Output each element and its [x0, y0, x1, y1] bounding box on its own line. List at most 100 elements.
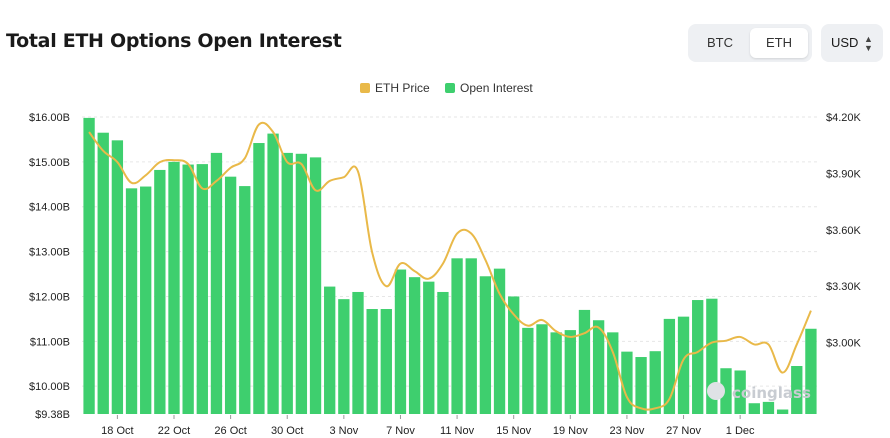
- oi-bar[interactable]: [592, 320, 605, 414]
- x-axis: 18 Oct 22 Oct 26 Oct 30 Oct 3 Nov 7 Nov 11 Nov…: [101, 415, 755, 437]
- oi-bar[interactable]: [267, 133, 279, 414]
- oi-bar[interactable]: [140, 186, 152, 414]
- oi-bar[interactable]: [550, 332, 562, 414]
- chart-legend: ETH Price Open Interest: [360, 81, 545, 95]
- oi-bar[interactable]: [692, 300, 704, 414]
- x-tick-label: 3 Nov: [329, 425, 358, 437]
- oi-bar[interactable]: [125, 188, 138, 414]
- x-tick-label: 30 Oct: [271, 425, 303, 437]
- oi-bar[interactable]: [295, 153, 308, 414]
- oi-bar[interactable]: [154, 169, 166, 414]
- oi-bar[interactable]: [239, 186, 251, 414]
- y-right-tick-label: $3.30K: [826, 281, 862, 293]
- legend-item-eth-price[interactable]: ETH Price: [360, 81, 430, 95]
- oi-bar[interactable]: [224, 176, 237, 414]
- oi-bars: [83, 117, 817, 415]
- oi-bar[interactable]: [805, 328, 817, 414]
- page-title: Total ETH Options Open Interest: [6, 30, 342, 52]
- currency-select[interactable]: USD ▲ ▼: [821, 24, 883, 62]
- legend-item-open-interest[interactable]: Open Interest: [445, 81, 533, 95]
- x-tick-label: 1 Dec: [726, 425, 755, 437]
- price-line: [88, 121, 812, 411]
- watermark-logo-icon: [707, 382, 725, 400]
- oi-bar[interactable]: [493, 268, 506, 414]
- y-left-tick-label: $10.00B: [29, 381, 70, 393]
- legend-swatch-oi: [445, 83, 456, 93]
- y-left-tick-label: $11.00B: [30, 336, 70, 348]
- oi-bar[interactable]: [706, 298, 718, 414]
- oi-bar[interactable]: [677, 316, 690, 414]
- x-tick-label: 18 Oct: [101, 425, 133, 437]
- oi-bar[interactable]: [182, 164, 194, 414]
- oi-bar[interactable]: [196, 164, 208, 414]
- x-tick-label: 7 Nov: [386, 425, 415, 437]
- x-tick-label: 11 Nov: [440, 425, 475, 437]
- x-tick-label: 26 Oct: [214, 425, 246, 437]
- oi-bar[interactable]: [635, 357, 647, 414]
- oi-bar[interactable]: [97, 132, 109, 414]
- y-right-tick-label: $3.00K: [826, 338, 862, 350]
- y-left-tick-label: $13.00B: [29, 247, 70, 259]
- oi-bar[interactable]: [578, 309, 591, 414]
- eth-toggle-button[interactable]: ETH: [750, 28, 808, 58]
- oi-bar[interactable]: [437, 291, 449, 414]
- select-arrows-icon: ▲ ▼: [864, 34, 873, 53]
- oi-bar[interactable]: [663, 318, 676, 414]
- currency-label: USD: [831, 35, 859, 50]
- legend-label-eth-price: ETH Price: [375, 81, 430, 95]
- y-axis-left: $9.38B $10.00B $11.00B $12.00B $13.00B $14.00…: [29, 112, 70, 421]
- watermark-text: coinglass: [732, 384, 811, 402]
- y-right-tick-label: $3.60K: [826, 225, 862, 237]
- oi-bar[interactable]: [762, 401, 775, 414]
- oi-bar[interactable]: [168, 161, 180, 414]
- oi-bar[interactable]: [564, 330, 576, 414]
- oi-bar[interactable]: [776, 409, 789, 414]
- oi-bar[interactable]: [748, 403, 760, 414]
- oi-bar[interactable]: [253, 143, 265, 414]
- x-tick-label: 23 Nov: [609, 425, 644, 437]
- oi-bar[interactable]: [338, 299, 350, 414]
- oi-bar[interactable]: [366, 309, 378, 414]
- x-tick-label: 27 Nov: [666, 425, 701, 437]
- oi-bar[interactable]: [621, 351, 633, 414]
- oi-bar[interactable]: [734, 370, 746, 414]
- oi-bar[interactable]: [508, 296, 520, 414]
- oi-bar[interactable]: [451, 258, 463, 414]
- btc-toggle-button[interactable]: BTC: [707, 35, 733, 50]
- eth-price-line[interactable]: [88, 121, 812, 411]
- oi-bar[interactable]: [111, 140, 124, 415]
- oi-bar[interactable]: [649, 351, 661, 414]
- oi-bar[interactable]: [380, 309, 392, 414]
- legend-swatch-price: [360, 83, 370, 93]
- oi-bar[interactable]: [479, 276, 492, 414]
- oi-bar[interactable]: [465, 258, 477, 414]
- y-left-tick-label: $12.00B: [29, 291, 70, 303]
- y-left-tick-label: $14.00B: [29, 202, 70, 214]
- oi-bar[interactable]: [309, 157, 322, 415]
- x-tick-label: 19 Nov: [553, 425, 588, 437]
- oi-bar[interactable]: [423, 281, 435, 414]
- oi-bar[interactable]: [210, 152, 223, 414]
- y-right-tick-label: $4.20K: [826, 112, 862, 124]
- x-tick-label: 22 Oct: [158, 425, 190, 437]
- y-left-tick-label: $15.00B: [29, 157, 70, 169]
- y-right-tick-label: $3.90K: [826, 168, 862, 180]
- y-axis-right: $3.00K $3.30K $3.60K $3.90K $4.20K: [826, 112, 862, 350]
- coin-toggle: BTC ETH: [688, 24, 812, 62]
- oi-bar[interactable]: [408, 277, 421, 414]
- y-left-tick-label: $9.38B: [35, 409, 70, 421]
- oi-bar[interactable]: [607, 332, 619, 414]
- oi-bar[interactable]: [522, 327, 534, 414]
- oi-bar[interactable]: [394, 269, 407, 414]
- oi-bar[interactable]: [536, 324, 548, 414]
- x-tick-label: 15 Nov: [496, 425, 531, 437]
- oi-bar[interactable]: [324, 286, 336, 414]
- y-left-tick-label: $16.00B: [29, 112, 70, 124]
- oi-bar[interactable]: [720, 368, 732, 414]
- oi-bar[interactable]: [352, 291, 364, 414]
- oi-bar[interactable]: [281, 152, 293, 414]
- legend-label-open-interest: Open Interest: [460, 81, 533, 95]
- oi-bar[interactable]: [83, 117, 95, 414]
- oi-bar[interactable]: [791, 365, 803, 414]
